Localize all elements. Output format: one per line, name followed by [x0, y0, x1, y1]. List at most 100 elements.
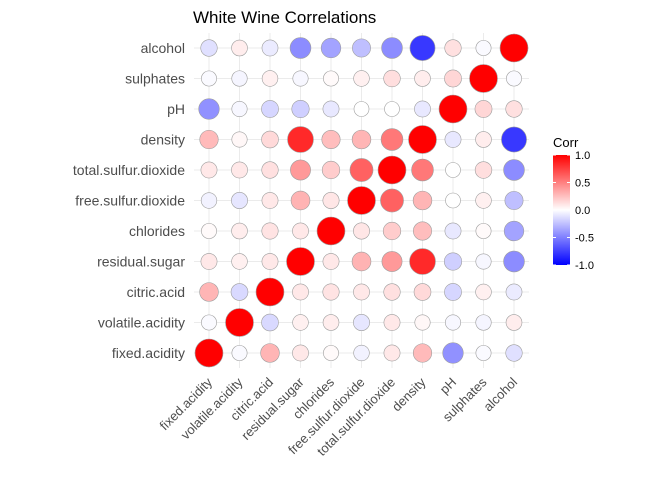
legend-tick-label: -1.0 — [575, 260, 594, 272]
corr-point-alcohol-pH — [444, 39, 462, 57]
corr-point-residual.sugar-alcohol — [503, 250, 525, 273]
corr-point-pH-sulphates — [474, 100, 493, 118]
corr-point-citric.acid-citric.acid — [255, 277, 285, 307]
corr-point-residual.sugar-density — [409, 248, 436, 275]
corr-point-sulphates-pH — [444, 69, 462, 88]
corr-point-sulphates-total.sulfur.dioxide — [383, 69, 401, 88]
legend-ticks: 1.0 0.5 0.0 -0.5 -1.0 — [553, 150, 594, 272]
corr-point-pH-pH — [438, 94, 468, 124]
corr-point-chlorides-alcohol — [503, 220, 525, 242]
corr-point-alcohol-residual.sugar — [289, 37, 312, 59]
corr-point-residual.sugar-fixed.acidity — [200, 253, 218, 270]
corr-point-total.sulfur.dioxide-citric.acid — [261, 161, 279, 179]
corr-point-chlorides-pH — [444, 222, 462, 240]
corr-point-sulphates-chlorides — [323, 70, 339, 87]
corr-point-free.sulfur.dioxide-sulphates — [475, 192, 492, 209]
corr-point-citric.acid-free.sulfur.dioxide — [353, 283, 370, 301]
corr-point-residual.sugar-free.sulfur.dioxide — [351, 251, 372, 272]
corr-point-total.sulfur.dioxide-pH — [445, 162, 461, 178]
corr-point-residual.sugar-total.sulfur.dioxide — [381, 251, 403, 272]
corr-point-free.sulfur.dioxide-free.sulfur.dioxide — [347, 186, 376, 215]
corr-point-volatile.acidity-free.sulfur.dioxide — [353, 314, 370, 331]
corr-point-chlorides-volatile.acidity — [231, 222, 248, 240]
corr-point-sulphates-volatile.acidity — [231, 70, 248, 87]
corr-point-density-density — [408, 125, 437, 154]
correlation-points — [194, 33, 529, 368]
corr-point-volatile.acidity-volatile.acidity — [225, 308, 254, 337]
corr-point-fixed.acidity-fixed.acidity — [194, 338, 224, 368]
y-label-residual.sugar: residual.sugar — [97, 254, 185, 270]
corr-point-total.sulfur.dioxide-volatile.acidity — [231, 161, 248, 179]
y-label-free.sulfur.dioxide: free.sulfur.dioxide — [75, 193, 185, 209]
corr-point-citric.acid-alcohol — [505, 283, 523, 301]
corr-point-pH-density — [414, 100, 431, 118]
y-axis-labels: fixed.acidity volatile.acidity citric.acid… — [73, 40, 185, 361]
corr-point-volatile.acidity-pH — [444, 314, 461, 331]
corr-point-sulphates-fixed.acidity — [201, 70, 217, 87]
corr-point-citric.acid-residual.sugar — [292, 283, 309, 301]
corr-point-free.sulfur.dioxide-pH — [445, 192, 461, 209]
corr-point-volatile.acidity-alcohol — [505, 314, 523, 331]
corr-point-density-volatile.acidity — [231, 131, 248, 148]
corr-point-volatile.acidity-density — [414, 314, 431, 331]
corr-point-citric.acid-pH — [444, 283, 462, 301]
corr-point-chlorides-total.sulfur.dioxide — [382, 221, 402, 241]
corr-point-alcohol-chlorides — [320, 37, 342, 59]
y-label-citric.acid: citric.acid — [127, 284, 185, 300]
corr-point-total.sulfur.dioxide-free.sulfur.dioxide — [349, 158, 374, 182]
corr-point-density-total.sulfur.dioxide — [380, 128, 404, 151]
corr-point-fixed.acidity-citric.acid — [260, 343, 280, 363]
corr-point-free.sulfur.dioxide-density — [412, 190, 433, 211]
y-label-volatile.acidity: volatile.acidity — [98, 315, 185, 331]
corr-point-fixed.acidity-sulphates — [475, 345, 492, 361]
corr-point-residual.sugar-sulphates — [475, 253, 492, 270]
x-label-pH: pH — [437, 375, 459, 397]
corr-point-chlorides-free.sulfur.dioxide — [353, 222, 370, 240]
corr-point-citric.acid-fixed.acidity — [199, 282, 219, 302]
corr-point-chlorides-residual.sugar — [292, 222, 309, 240]
corr-point-fixed.acidity-total.sulfur.dioxide — [383, 344, 401, 362]
corr-point-pH-residual.sugar — [291, 99, 310, 119]
corr-point-density-residual.sugar — [287, 126, 314, 153]
corr-point-alcohol-alcohol — [499, 33, 529, 63]
corr-point-volatile.acidity-residual.sugar — [292, 314, 309, 331]
legend-tick-label: 0.0 — [575, 205, 590, 217]
corr-point-pH-chlorides — [322, 100, 340, 118]
corr-point-free.sulfur.dioxide-alcohol — [504, 191, 524, 210]
x-axis-labels: fixed.acidityvolatile.aciditycitric.acid… — [156, 374, 520, 459]
corr-point-fixed.acidity-residual.sugar — [292, 344, 309, 362]
corr-point-fixed.acidity-density — [412, 343, 433, 363]
corr-point-pH-fixed.acidity — [198, 98, 220, 120]
corr-point-pH-free.sulfur.dioxide — [353, 101, 370, 117]
corr-point-free.sulfur.dioxide-fixed.acidity — [200, 192, 218, 209]
y-label-fixed.acidity: fixed.acidity — [112, 345, 185, 361]
corr-point-density-sulphates — [475, 131, 492, 148]
corr-point-sulphates-free.sulfur.dioxide — [353, 70, 370, 87]
x-label-density: density — [389, 374, 429, 414]
corr-point-fixed.acidity-alcohol — [505, 344, 523, 362]
corr-point-sulphates-sulphates — [469, 64, 498, 93]
corr-point-fixed.acidity-chlorides — [323, 345, 339, 361]
corr-point-sulphates-residual.sugar — [292, 70, 309, 87]
corr-point-pH-citric.acid — [261, 100, 279, 118]
corr-point-total.sulfur.dioxide-chlorides — [321, 160, 341, 180]
corr-point-residual.sugar-volatile.acidity — [231, 253, 248, 270]
corr-point-total.sulfur.dioxide-residual.sugar — [290, 159, 311, 181]
corr-point-sulphates-density — [414, 70, 431, 87]
corr-point-total.sulfur.dioxide-fixed.acidity — [200, 161, 218, 179]
corr-point-chlorides-sulphates — [475, 223, 492, 239]
corr-point-citric.acid-total.sulfur.dioxide — [383, 283, 401, 301]
legend-tick-label: -0.5 — [575, 233, 594, 245]
corr-point-alcohol-citric.acid — [261, 39, 279, 57]
legend-tick-label: 1.0 — [575, 150, 590, 162]
corr-point-alcohol-total.sulfur.dioxide — [381, 37, 403, 59]
corr-point-free.sulfur.dioxide-volatile.acidity — [231, 192, 248, 209]
corr-point-chlorides-chlorides — [316, 216, 346, 246]
corr-point-density-citric.acid — [261, 130, 279, 149]
legend-tick-label: 0.5 — [575, 178, 590, 190]
corr-point-pH-alcohol — [505, 100, 523, 118]
corr-point-citric.acid-chlorides — [322, 283, 340, 301]
y-label-alcohol: alcohol — [141, 40, 185, 56]
y-label-sulphates: sulphates — [125, 71, 185, 87]
